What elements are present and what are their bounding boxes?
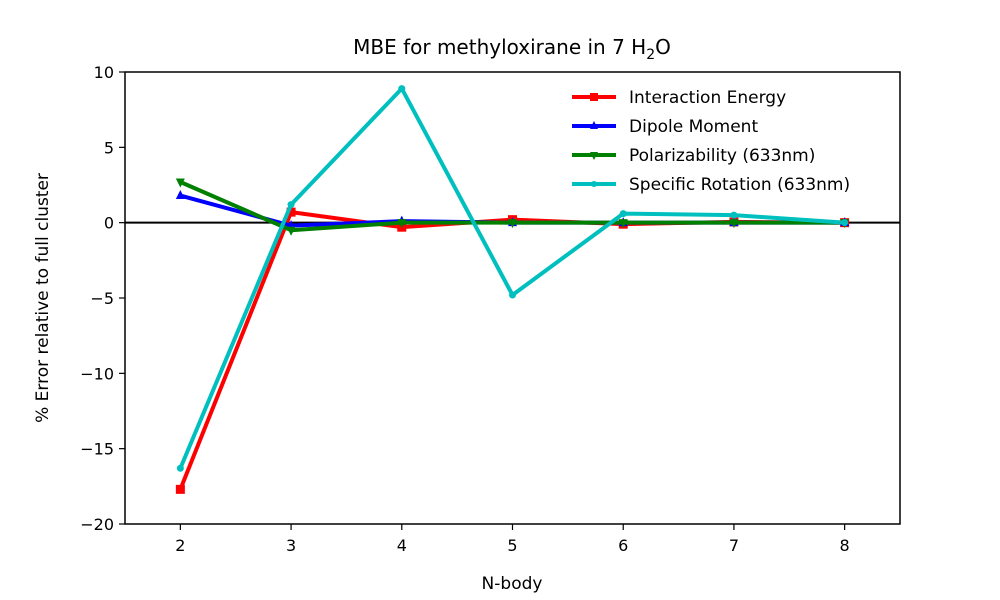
legend-marker <box>590 121 598 129</box>
legend-marker <box>590 152 598 160</box>
legend-label: Interaction Energy <box>629 88 786 108</box>
data-point <box>841 219 849 227</box>
data-point <box>286 226 296 236</box>
legend-item: Specific Rotation (633nm) <box>572 175 850 195</box>
data-point <box>176 464 184 472</box>
data-point <box>619 210 627 218</box>
x-tick-label: 2 <box>175 536 185 555</box>
x-tick-label: 6 <box>618 536 628 555</box>
x-tick-label: 8 <box>840 536 850 555</box>
data-point <box>287 201 295 209</box>
y-tick-label: −15 <box>80 440 114 459</box>
legend-item: Dipole Moment <box>572 117 758 137</box>
y-tick-label: 5 <box>104 138 114 157</box>
y-tick-label: −5 <box>90 289 114 308</box>
y-axis-label: % Error relative to full cluster <box>33 173 53 423</box>
data-point <box>175 190 185 200</box>
y-tick-label: 10 <box>94 63 114 82</box>
chart-title: MBE for methyloxirane in 7 H2O <box>353 35 671 63</box>
data-point <box>618 219 628 229</box>
legend-label: Dipole Moment <box>629 117 758 137</box>
data-point <box>730 211 738 219</box>
plot-frame <box>124 71 901 525</box>
legend-item: Polarizability (633nm) <box>572 146 815 166</box>
legend: Interaction Energy Dipole Moment Polarizab… <box>572 88 850 195</box>
x-tick-label: 7 <box>729 536 739 555</box>
series-line <box>178 210 847 492</box>
legend-item: Interaction Energy <box>572 88 786 108</box>
data-point <box>729 219 739 229</box>
legend-marker <box>591 181 597 187</box>
y-tick-label: −20 <box>80 515 114 534</box>
data-point <box>397 219 407 229</box>
series-0-group <box>175 207 850 494</box>
x-tick-label: 3 <box>286 536 296 555</box>
legend-label: Polarizability (633nm) <box>629 146 815 166</box>
x-axis-label: N-body <box>482 574 543 594</box>
series-3-group <box>176 85 849 472</box>
plot-area: 2 3 4 5 6 7 8 10 5 0 −5 −10 −15 −20 <box>80 63 901 555</box>
data-point <box>286 207 296 217</box>
data-point <box>398 85 406 93</box>
legend-marker <box>590 93 598 101</box>
x-tick-label: 4 <box>397 536 407 555</box>
data-point <box>175 484 185 494</box>
y-tick-label: 0 <box>104 214 114 233</box>
data-point <box>175 178 185 188</box>
legend-label: Specific Rotation (633nm) <box>629 175 850 195</box>
data-point <box>509 291 516 299</box>
data-point <box>508 219 517 229</box>
x-tick-label: 5 <box>507 536 517 555</box>
y-tick-label: −10 <box>80 364 114 383</box>
